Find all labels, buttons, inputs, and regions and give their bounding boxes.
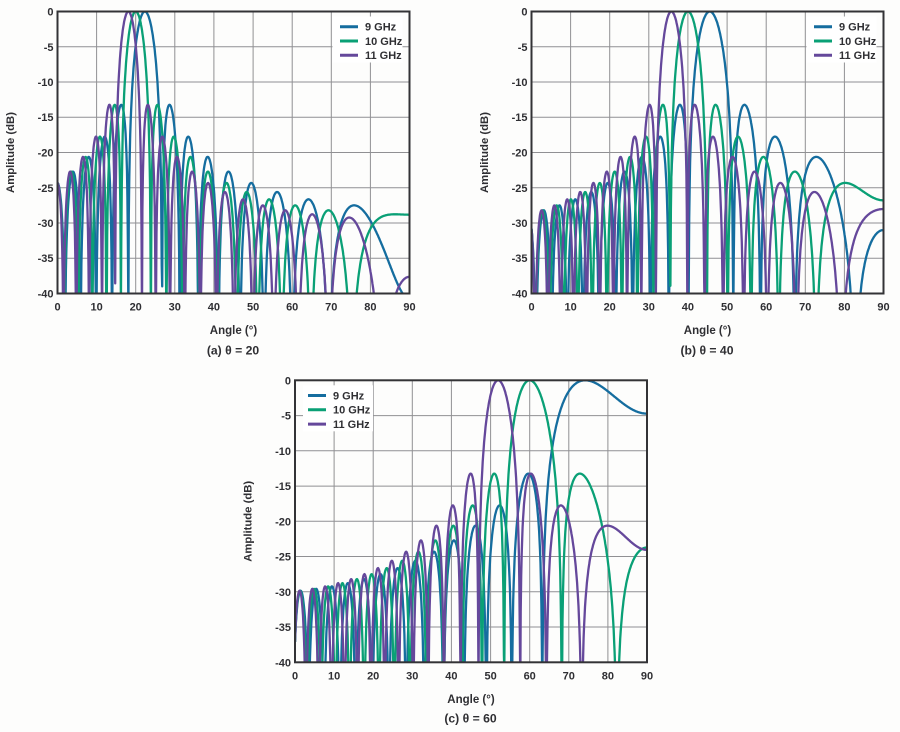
svg-text:11 GHz: 11 GHz	[333, 419, 370, 431]
svg-text:-20: -20	[38, 148, 54, 160]
svg-text:90: 90	[641, 670, 653, 682]
svg-text:-10: -10	[275, 446, 291, 458]
svg-text:0: 0	[47, 7, 53, 19]
svg-text:-5: -5	[44, 42, 54, 54]
svg-text:-15: -15	[512, 112, 528, 124]
svg-text:10 GHz: 10 GHz	[839, 36, 877, 48]
svg-text:-30: -30	[275, 587, 291, 599]
svg-text:0: 0	[54, 302, 60, 314]
svg-text:40: 40	[445, 670, 457, 682]
svg-text:Angle (°): Angle (°)	[684, 325, 732, 337]
svg-text:-10: -10	[512, 77, 528, 89]
svg-text:80: 80	[602, 670, 614, 682]
svg-text:70: 70	[325, 302, 337, 314]
svg-text:-25: -25	[275, 552, 291, 564]
svg-text:-20: -20	[512, 148, 528, 160]
svg-text:11 GHz: 11 GHz	[365, 50, 402, 62]
svg-text:-5: -5	[518, 42, 528, 54]
svg-text:20: 20	[367, 670, 379, 682]
svg-text:80: 80	[364, 302, 376, 314]
svg-text:10: 10	[90, 302, 102, 314]
svg-text:-40: -40	[275, 657, 291, 669]
svg-text:10 GHz: 10 GHz	[365, 36, 403, 48]
svg-text:(c) θ = 60: (c) θ = 60	[444, 711, 497, 725]
svg-text:70: 70	[799, 302, 811, 314]
svg-text:Angle (°): Angle (°)	[447, 694, 495, 706]
svg-text:-15: -15	[275, 481, 291, 493]
svg-text:40: 40	[208, 302, 220, 314]
svg-text:-35: -35	[512, 253, 528, 265]
svg-text:11 GHz: 11 GHz	[839, 50, 876, 62]
svg-text:-35: -35	[275, 622, 291, 634]
svg-text:50: 50	[484, 670, 496, 682]
svg-text:50: 50	[247, 302, 259, 314]
svg-text:Angle (°): Angle (°)	[210, 325, 258, 337]
svg-text:Amplitude (dB): Amplitude (dB)	[243, 481, 255, 562]
svg-text:Amplitude (dB): Amplitude (dB)	[479, 112, 491, 193]
svg-text:10 GHz: 10 GHz	[333, 405, 371, 417]
svg-text:10: 10	[564, 302, 576, 314]
svg-text:60: 60	[760, 302, 772, 314]
svg-text:-20: -20	[275, 516, 291, 528]
svg-text:-30: -30	[512, 218, 528, 230]
svg-text:60: 60	[524, 670, 536, 682]
svg-text:0: 0	[285, 375, 291, 387]
svg-text:10: 10	[328, 670, 340, 682]
svg-text:Amplitude (dB): Amplitude (dB)	[5, 112, 17, 193]
svg-text:-35: -35	[38, 253, 54, 265]
svg-text:-5: -5	[281, 411, 291, 423]
svg-text:20: 20	[130, 302, 142, 314]
svg-text:9 GHz: 9 GHz	[365, 22, 397, 34]
svg-text:9 GHz: 9 GHz	[839, 22, 871, 34]
svg-text:90: 90	[877, 302, 889, 314]
svg-text:-10: -10	[38, 77, 54, 89]
svg-text:40: 40	[682, 302, 694, 314]
svg-text:-30: -30	[38, 218, 54, 230]
svg-text:70: 70	[563, 670, 575, 682]
svg-text:-25: -25	[38, 183, 54, 195]
svg-text:30: 30	[406, 670, 418, 682]
svg-text:-25: -25	[512, 183, 528, 195]
svg-text:60: 60	[286, 302, 298, 314]
svg-text:-40: -40	[38, 289, 54, 301]
svg-text:0: 0	[521, 7, 527, 19]
svg-text:(b) θ = 40: (b) θ = 40	[681, 344, 734, 358]
svg-text:80: 80	[838, 302, 850, 314]
svg-text:20: 20	[604, 302, 616, 314]
svg-text:30: 30	[643, 302, 655, 314]
svg-text:50: 50	[721, 302, 733, 314]
svg-text:-40: -40	[512, 289, 528, 301]
svg-text:0: 0	[528, 302, 534, 314]
svg-text:30: 30	[169, 302, 181, 314]
svg-text:0: 0	[292, 670, 298, 682]
svg-text:-15: -15	[38, 112, 54, 124]
svg-text:(a) θ = 20: (a) θ = 20	[207, 344, 260, 358]
svg-text:90: 90	[403, 302, 415, 314]
svg-text:9 GHz: 9 GHz	[333, 390, 365, 402]
